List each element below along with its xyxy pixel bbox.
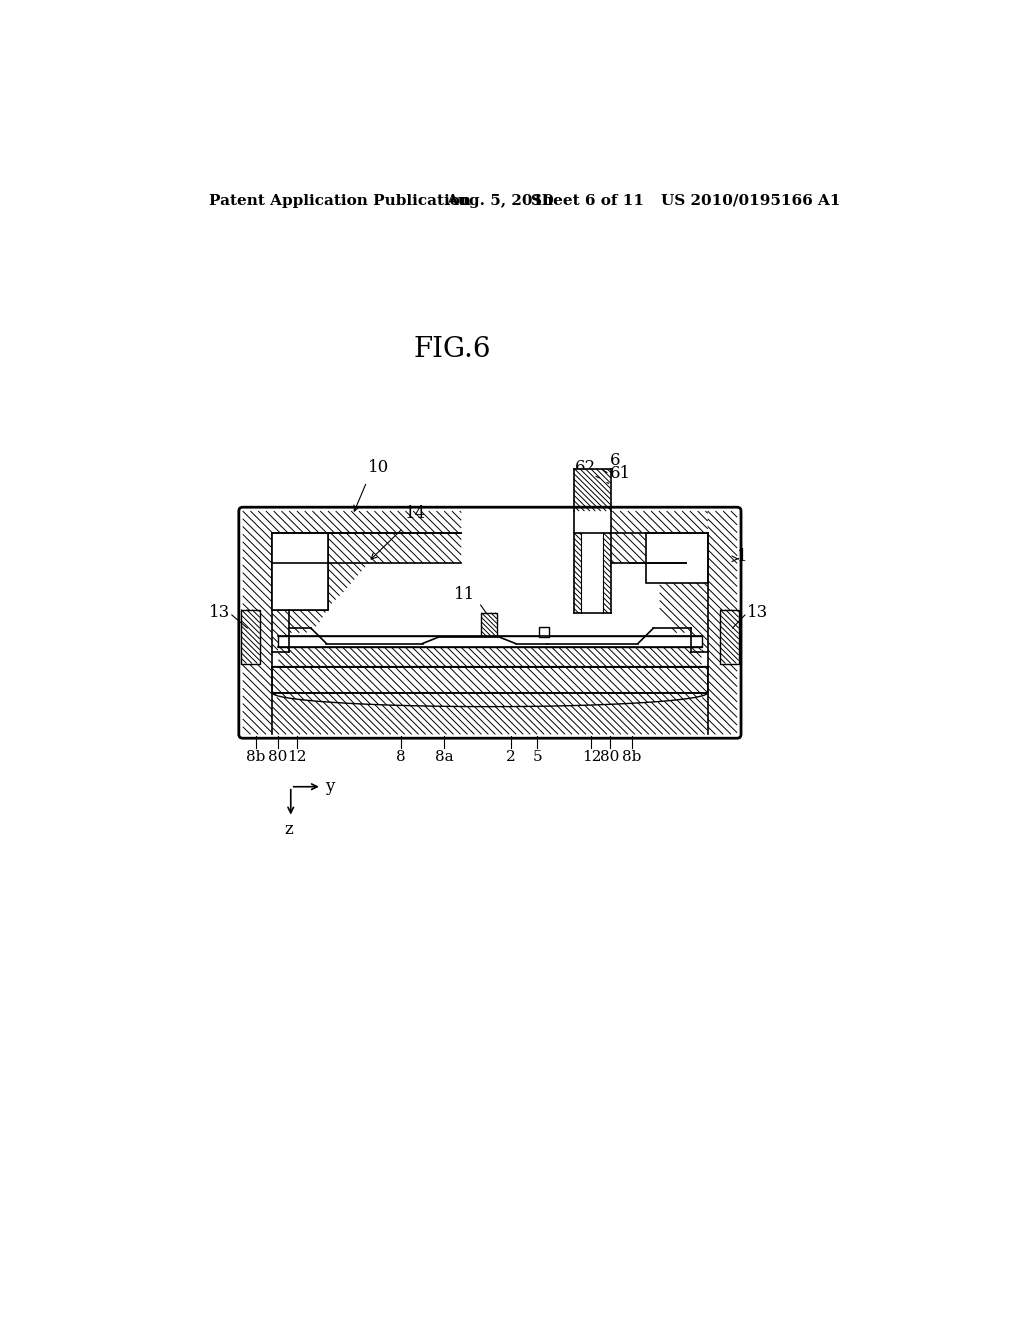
Bar	[279, 636, 701, 647]
Bar	[481, 612, 497, 636]
Text: 80: 80	[600, 750, 620, 764]
Text: 2: 2	[506, 750, 516, 764]
Bar	[272, 533, 328, 610]
Bar	[582, 533, 603, 614]
Bar	[272, 697, 708, 734]
Text: 80: 80	[268, 750, 288, 764]
Bar	[539, 627, 549, 638]
Text: z: z	[285, 821, 294, 838]
Text: Sheet 6 of 11: Sheet 6 of 11	[531, 194, 644, 207]
Text: 12: 12	[287, 750, 307, 764]
Bar	[573, 533, 582, 614]
Bar	[241, 610, 260, 664]
Polygon shape	[272, 667, 708, 706]
Text: Aug. 5, 2010: Aug. 5, 2010	[445, 194, 554, 207]
Text: US 2010/0195166 A1: US 2010/0195166 A1	[662, 194, 841, 207]
Polygon shape	[272, 533, 461, 652]
Bar	[603, 533, 611, 614]
Text: 1: 1	[737, 548, 748, 565]
Text: 11: 11	[454, 586, 475, 603]
Text: 13: 13	[209, 605, 230, 622]
Bar	[611, 511, 708, 532]
Bar	[272, 511, 461, 532]
Text: Patent Application Publication: Patent Application Publication	[209, 194, 471, 207]
Text: 13: 13	[746, 605, 768, 622]
Text: 8: 8	[396, 750, 406, 764]
Bar	[243, 511, 272, 734]
Text: 8a: 8a	[435, 750, 454, 764]
Text: FIG.6: FIG.6	[414, 335, 490, 363]
Bar	[720, 610, 738, 664]
Text: 12: 12	[582, 750, 601, 764]
Text: 5: 5	[532, 750, 542, 764]
Text: 8b: 8b	[246, 750, 265, 764]
Bar	[573, 469, 611, 511]
Text: 8b: 8b	[622, 750, 641, 764]
Text: 6: 6	[610, 453, 621, 470]
Text: 1a: 1a	[283, 543, 303, 560]
Bar	[243, 511, 737, 734]
Bar	[646, 533, 708, 582]
Polygon shape	[611, 533, 708, 652]
Bar	[272, 533, 328, 610]
Bar	[708, 511, 737, 734]
Text: 10: 10	[369, 458, 389, 475]
Text: y: y	[325, 779, 334, 795]
Text: 62: 62	[574, 458, 596, 475]
Text: 14: 14	[404, 504, 426, 521]
Text: 61: 61	[610, 465, 631, 482]
Bar	[279, 647, 701, 667]
